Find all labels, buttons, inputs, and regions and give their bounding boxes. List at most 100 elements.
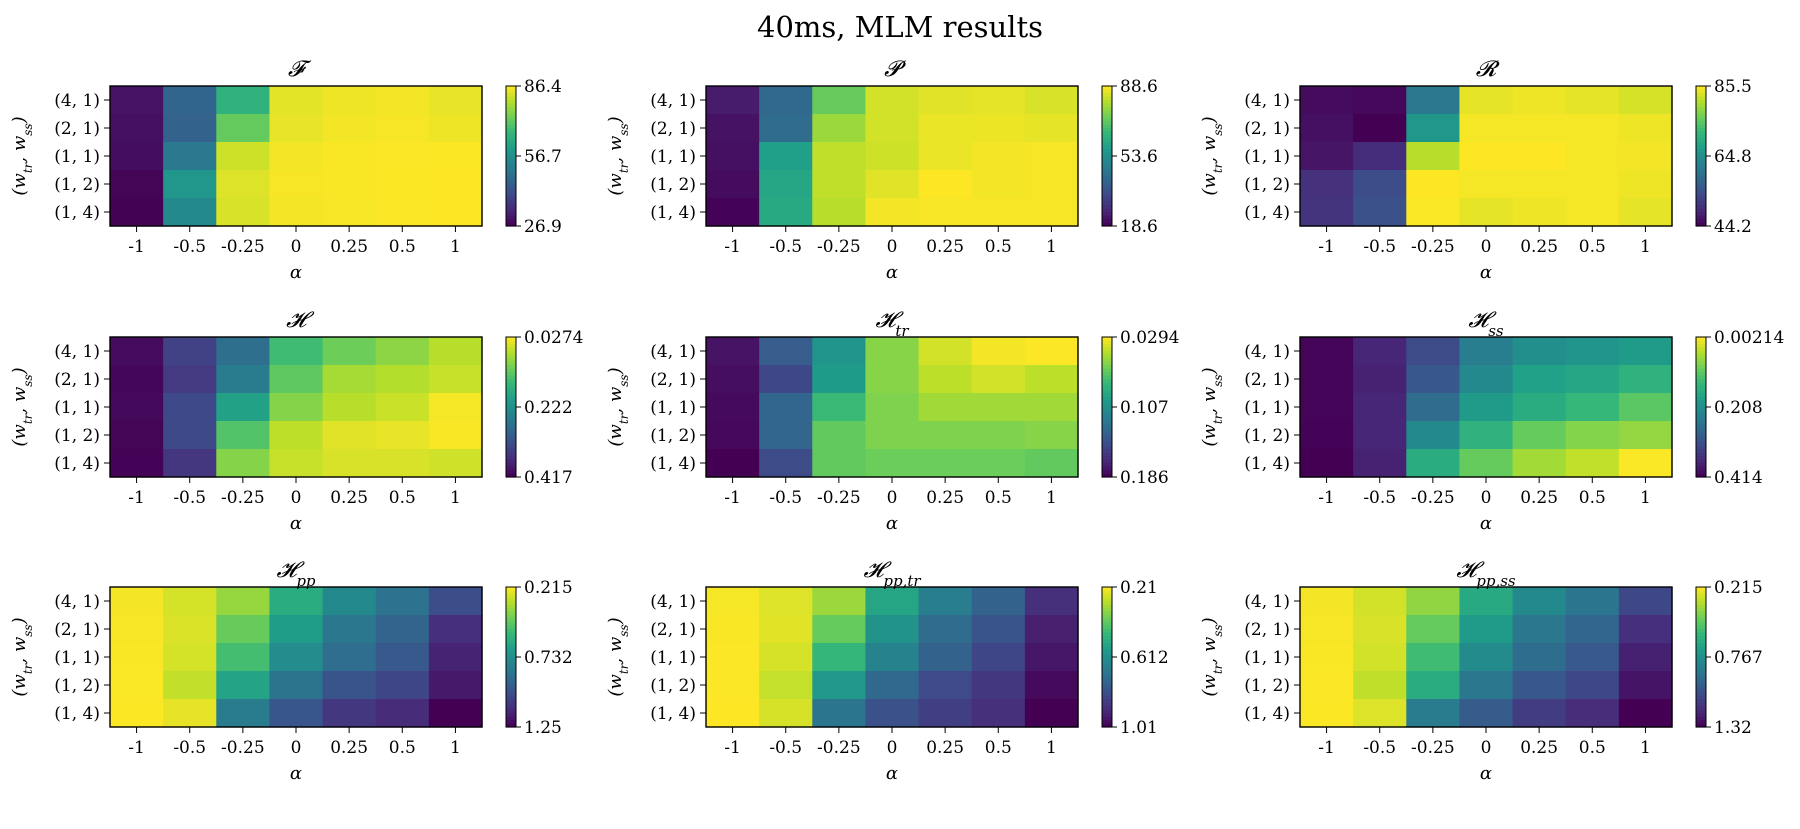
colorbar-segment xyxy=(506,159,516,164)
colorbar-segment xyxy=(1696,372,1706,377)
colorbar-segment xyxy=(1102,699,1112,704)
colorbar-segment xyxy=(1102,361,1112,366)
heatmap-cell xyxy=(865,365,920,394)
heatmap-cell xyxy=(375,170,430,199)
x-tick-label: 0 xyxy=(1481,738,1492,758)
colorbar-segment xyxy=(506,166,516,171)
heatmap-cell xyxy=(375,114,430,143)
heatmap-cell xyxy=(1565,365,1620,394)
colorbar-segment xyxy=(1696,692,1706,697)
heatmap-cell xyxy=(322,142,377,171)
colorbar-segment xyxy=(506,674,516,679)
colorbar-segment xyxy=(1102,445,1112,450)
heatmap-cell xyxy=(1512,337,1567,366)
x-tick-label: 0.25 xyxy=(1520,488,1558,508)
heatmap-cell xyxy=(1353,170,1407,199)
y-tick-label: (1, 1) xyxy=(650,398,696,418)
heatmap-cell xyxy=(706,643,760,672)
colorbar-segment xyxy=(1102,156,1112,161)
colorbar-segment xyxy=(506,170,516,175)
colorbar-segment xyxy=(1696,208,1706,213)
colorbar-segment xyxy=(1102,657,1112,662)
heatmap-panel: -1 -0.5 -0.25 0 0.25 0.5 1 α (4, 1) (2, 1) (1, 1) (… xyxy=(605,308,1179,534)
x-tick-label: 0.25 xyxy=(926,488,964,508)
heatmap-cell xyxy=(216,114,271,143)
colorbar-segment xyxy=(1696,180,1706,185)
colorbar-segment xyxy=(1102,159,1112,164)
colorbar-segment xyxy=(1102,618,1112,623)
heatmap-cell xyxy=(1024,643,1079,672)
colorbar-segment xyxy=(506,149,516,154)
heatmap-cell xyxy=(428,198,483,227)
colorbar-segment xyxy=(506,219,516,224)
heatmap-cell xyxy=(1406,393,1461,422)
colorbar-segment xyxy=(506,594,516,599)
colorbar-segment xyxy=(506,121,516,126)
heatmap-cell xyxy=(706,671,760,700)
y-axis-label: (wtr, wss) xyxy=(1199,367,1225,446)
colorbar-segment xyxy=(1102,716,1112,721)
x-axis-label: α xyxy=(290,513,302,534)
colorbar-segment xyxy=(506,442,516,447)
colorbar-segment xyxy=(1102,674,1112,679)
heatmap-cell xyxy=(1406,114,1461,143)
colorbar-tick-label: 0.208 xyxy=(1714,398,1763,418)
heatmap-cell xyxy=(918,421,973,450)
heatmap-cell xyxy=(812,449,867,478)
heatmap-cell xyxy=(1024,393,1079,422)
colorbar-segment xyxy=(1102,107,1112,112)
heatmap-cell xyxy=(706,142,760,171)
heatmap-cell xyxy=(1618,142,1673,171)
colorbar-segment xyxy=(506,194,516,199)
panel-title: 𝓗tr xyxy=(875,308,909,340)
colorbar-segment xyxy=(1102,354,1112,359)
heatmap-cell xyxy=(322,198,377,227)
colorbar-segment xyxy=(1696,424,1706,429)
heatmap-cell xyxy=(375,671,430,700)
heatmap-cell xyxy=(269,198,324,227)
heatmap-cell xyxy=(216,393,271,422)
heatmap-cell xyxy=(865,170,920,199)
heatmap-cell xyxy=(706,365,760,394)
y-tick-label: (1, 4) xyxy=(1244,203,1290,223)
colorbar-segment xyxy=(1102,720,1112,725)
colorbar-segment xyxy=(1696,382,1706,387)
heatmap-cell xyxy=(216,170,271,199)
x-tick-label: 0 xyxy=(291,738,302,758)
colorbar-segment xyxy=(506,347,516,352)
panel-title: 𝓗pp,tr xyxy=(863,558,921,590)
colorbar-segment xyxy=(506,681,516,686)
colorbar-segment xyxy=(506,699,516,704)
x-tick-label: 0 xyxy=(291,237,302,257)
heatmap-cell xyxy=(1459,365,1514,394)
colorbar-segment xyxy=(506,375,516,380)
heatmap-cell xyxy=(759,337,813,366)
x-tick-label: -0.5 xyxy=(173,738,206,758)
heatmap-cell xyxy=(110,587,164,616)
heatmap-cell xyxy=(1024,615,1079,644)
colorbar-segment xyxy=(506,173,516,178)
colorbar-segment xyxy=(1696,720,1706,725)
colorbar-segment xyxy=(506,201,516,206)
colorbar-segment xyxy=(1696,466,1706,471)
heatmap-cell xyxy=(322,671,377,700)
x-tick-label: -1 xyxy=(128,237,145,257)
heatmap-cell xyxy=(110,170,164,199)
colorbar-segment xyxy=(1696,100,1706,105)
colorbar-segment xyxy=(506,713,516,718)
heatmap-cell xyxy=(1565,337,1620,366)
colorbar-segment xyxy=(1696,664,1706,669)
heatmap-cell xyxy=(428,643,483,672)
colorbar-segment xyxy=(506,445,516,450)
colorbar-segment xyxy=(1102,463,1112,468)
heatmap-cell xyxy=(163,198,217,227)
heatmap-cell xyxy=(110,142,164,171)
heatmap-cell xyxy=(163,86,217,115)
colorbar-segment xyxy=(1102,403,1112,408)
heatmap-cell xyxy=(1353,699,1407,728)
heatmap-cell xyxy=(971,587,1026,616)
heatmap-cell xyxy=(1353,449,1407,478)
heatmap-cell xyxy=(1024,198,1079,227)
colorbar-segment xyxy=(506,142,516,147)
